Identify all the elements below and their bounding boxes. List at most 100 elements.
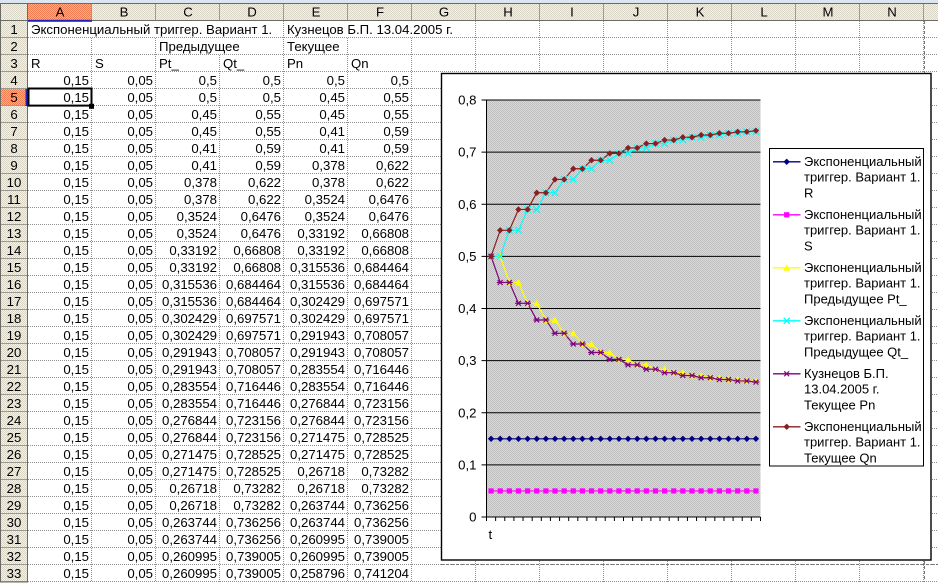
svg-text:0,15: 0,15 xyxy=(63,515,89,530)
svg-text:0,15: 0,15 xyxy=(63,260,89,275)
svg-text:K: K xyxy=(696,4,705,19)
svg-text:8: 8 xyxy=(10,141,17,156)
svg-text:0,15: 0,15 xyxy=(63,73,89,88)
svg-text:0,741204: 0,741204 xyxy=(354,566,409,581)
svg-text:0,276844: 0,276844 xyxy=(290,396,345,411)
svg-text:0,05: 0,05 xyxy=(127,566,153,581)
svg-text:0,276844: 0,276844 xyxy=(162,413,217,428)
svg-text:0,302429: 0,302429 xyxy=(290,311,345,326)
svg-text:33: 33 xyxy=(7,566,22,581)
svg-text:0,263744: 0,263744 xyxy=(162,532,217,547)
svg-text:0,302429: 0,302429 xyxy=(162,328,217,343)
svg-text:0,59: 0,59 xyxy=(383,124,409,139)
svg-text:0,6476: 0,6476 xyxy=(241,226,281,241)
svg-text:S: S xyxy=(95,56,104,71)
svg-text:0,315536: 0,315536 xyxy=(162,277,217,292)
svg-text:0,302429: 0,302429 xyxy=(290,294,345,309)
svg-text:0,15: 0,15 xyxy=(63,447,89,462)
svg-text:11: 11 xyxy=(7,192,21,207)
svg-text:0,15: 0,15 xyxy=(63,226,89,241)
svg-text:0,59: 0,59 xyxy=(255,158,281,173)
svg-text:0,15: 0,15 xyxy=(63,481,89,496)
svg-text:Экспоненциальный триггер. Вари: Экспоненциальный триггер. Вариант 1. xyxy=(31,22,272,37)
svg-text:0,378: 0,378 xyxy=(184,175,217,190)
svg-text:Экспоненциальный: Экспоненциальный xyxy=(804,313,922,328)
svg-text:0,66808: 0,66808 xyxy=(233,243,281,258)
svg-text:0,271475: 0,271475 xyxy=(162,447,217,462)
svg-text:I: I xyxy=(570,4,574,19)
svg-text:0,05: 0,05 xyxy=(127,226,153,241)
svg-text:0,263744: 0,263744 xyxy=(290,515,345,530)
svg-text:Предыдущее Qt_: Предыдущее Qt_ xyxy=(804,345,909,360)
svg-text:0,378: 0,378 xyxy=(312,175,345,190)
svg-text:13.04.2005 г.: 13.04.2005 г. xyxy=(804,382,879,397)
svg-text:0,291943: 0,291943 xyxy=(162,345,217,360)
svg-text:0,05: 0,05 xyxy=(127,175,153,190)
svg-text:0,05: 0,05 xyxy=(127,90,153,105)
svg-text:триггер. Вариант 1.: триггер. Вариант 1. xyxy=(804,276,921,291)
svg-text:0,05: 0,05 xyxy=(127,107,153,122)
svg-text:0,5: 0,5 xyxy=(391,73,409,88)
svg-text:0,271475: 0,271475 xyxy=(290,430,345,445)
svg-text:0,15: 0,15 xyxy=(63,362,89,377)
svg-text:0,33192: 0,33192 xyxy=(297,243,345,258)
svg-text:0,05: 0,05 xyxy=(127,243,153,258)
svg-text:0,716446: 0,716446 xyxy=(226,396,281,411)
svg-text:0,15: 0,15 xyxy=(63,413,89,428)
svg-text:0,716446: 0,716446 xyxy=(226,379,281,394)
svg-text:F: F xyxy=(376,4,384,19)
svg-text:27: 27 xyxy=(7,464,22,479)
svg-text:0,5: 0,5 xyxy=(327,73,345,88)
svg-text:3: 3 xyxy=(10,56,17,71)
svg-text:0,291943: 0,291943 xyxy=(290,328,345,343)
svg-text:0,276844: 0,276844 xyxy=(162,430,217,445)
svg-text:0,41: 0,41 xyxy=(191,158,217,173)
svg-text:14: 14 xyxy=(7,243,22,258)
svg-text:0,684464: 0,684464 xyxy=(226,294,281,309)
svg-text:0,05: 0,05 xyxy=(127,549,153,564)
svg-text:0,15: 0,15 xyxy=(63,124,89,139)
svg-text:0,05: 0,05 xyxy=(127,124,153,139)
svg-text:17: 17 xyxy=(7,294,22,309)
svg-text:0,45: 0,45 xyxy=(319,107,345,122)
svg-text:0,684464: 0,684464 xyxy=(354,260,409,275)
svg-text:0,15: 0,15 xyxy=(63,328,89,343)
svg-text:D: D xyxy=(247,4,257,19)
svg-text:25: 25 xyxy=(7,430,22,445)
svg-text:0,739005: 0,739005 xyxy=(226,566,281,581)
svg-text:0,15: 0,15 xyxy=(63,243,89,258)
svg-text:0,45: 0,45 xyxy=(191,124,217,139)
svg-text:G: G xyxy=(439,4,449,19)
svg-text:0,697571: 0,697571 xyxy=(226,311,281,326)
svg-text:0,59: 0,59 xyxy=(255,141,281,156)
svg-text:H: H xyxy=(503,4,513,19)
svg-text:0,05: 0,05 xyxy=(127,362,153,377)
svg-text:L: L xyxy=(760,4,767,19)
svg-text:0,5: 0,5 xyxy=(263,73,281,88)
svg-text:0,05: 0,05 xyxy=(127,260,153,275)
svg-text:0,283554: 0,283554 xyxy=(162,379,217,394)
svg-text:0,55: 0,55 xyxy=(255,107,281,122)
svg-text:S: S xyxy=(804,239,813,254)
svg-text:0,41: 0,41 xyxy=(319,124,345,139)
svg-text:0,15: 0,15 xyxy=(63,158,89,173)
svg-text:0,15: 0,15 xyxy=(63,141,89,156)
svg-text:N: N xyxy=(887,4,897,19)
svg-text:4: 4 xyxy=(10,73,17,88)
svg-text:0,5: 0,5 xyxy=(458,249,476,264)
svg-text:0,05: 0,05 xyxy=(127,345,153,360)
svg-text:0,73282: 0,73282 xyxy=(361,481,409,496)
svg-text:9: 9 xyxy=(10,158,17,173)
svg-text:28: 28 xyxy=(7,481,22,496)
svg-text:0,723156: 0,723156 xyxy=(354,396,409,411)
svg-text:0,708057: 0,708057 xyxy=(226,345,281,360)
svg-text:0,55: 0,55 xyxy=(255,124,281,139)
svg-text:0,5: 0,5 xyxy=(263,90,281,105)
svg-text:7: 7 xyxy=(10,124,17,139)
svg-text:0,05: 0,05 xyxy=(127,396,153,411)
svg-text:0,728525: 0,728525 xyxy=(226,447,281,462)
svg-text:0,3524: 0,3524 xyxy=(305,192,345,207)
svg-text:M: M xyxy=(823,4,834,19)
svg-text:0,05: 0,05 xyxy=(127,192,153,207)
svg-text:0,73282: 0,73282 xyxy=(233,481,281,496)
